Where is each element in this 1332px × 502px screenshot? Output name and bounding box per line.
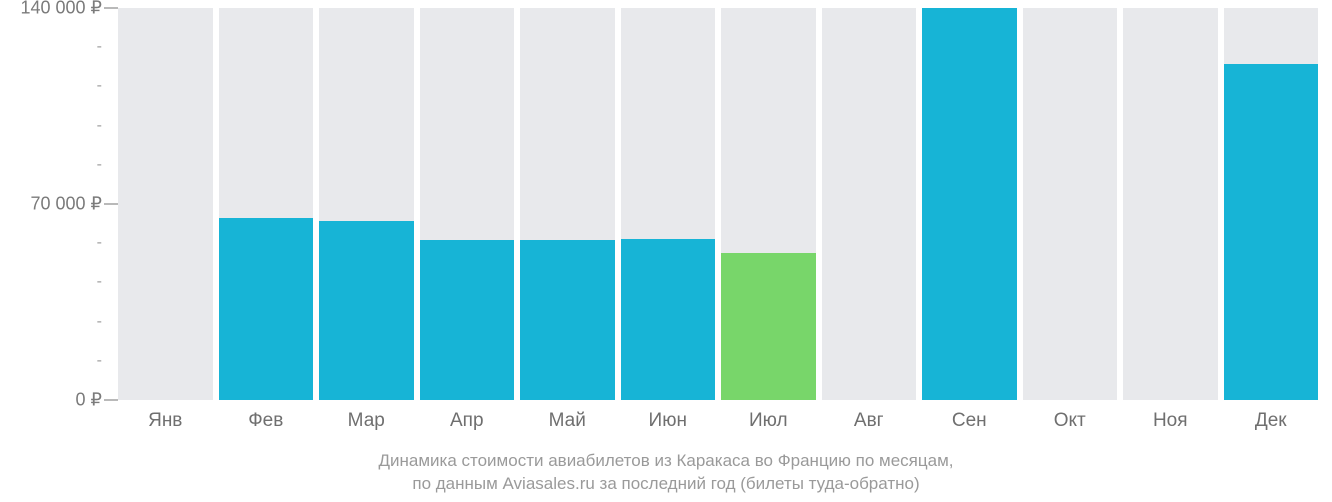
bar-slot bbox=[1123, 8, 1218, 400]
bar-slot bbox=[319, 8, 414, 400]
price-chart: 0 ₽ 70 000 ₽ 140 000 ₽ - - - - - - - - Янв ФевМар Ап… bbox=[0, 0, 1332, 502]
y-axis-label: 140 000 ₽ bbox=[20, 0, 102, 19]
bar-slot bbox=[621, 8, 716, 400]
bar-slot bbox=[118, 8, 213, 400]
x-axis-label: Дек bbox=[1224, 410, 1319, 432]
bar-slot bbox=[1023, 8, 1118, 400]
x-axis-label: Ноя bbox=[1123, 410, 1218, 432]
caption-line-1: Динамика стоимости авиабилетов из Карака… bbox=[378, 451, 953, 470]
x-axis-label: Июл bbox=[721, 410, 816, 432]
bar-slot bbox=[520, 8, 615, 400]
bar-slot bbox=[922, 8, 1017, 400]
bar bbox=[721, 253, 816, 400]
bar-slot bbox=[420, 8, 515, 400]
chart-caption: Динамика стоимости авиабилетов из Карака… bbox=[0, 450, 1332, 496]
y-axis: 0 ₽70 000 ₽140 000 ₽-------- bbox=[0, 0, 110, 400]
y-axis-label: 0 ₽ bbox=[76, 390, 102, 411]
y-axis-minor-tick: - bbox=[97, 156, 102, 174]
x-axis-label: Апр bbox=[420, 410, 515, 432]
x-axis-label: Фев bbox=[219, 410, 314, 432]
x-axis-label: Май bbox=[520, 410, 615, 432]
bar-slot bbox=[721, 8, 816, 400]
bar bbox=[621, 239, 716, 400]
bar bbox=[319, 221, 414, 400]
bar-slot bbox=[1224, 8, 1319, 400]
bar bbox=[1224, 64, 1319, 400]
y-axis-minor-tick: - bbox=[97, 38, 102, 56]
y-axis-tick bbox=[104, 7, 118, 9]
caption-line-2: по данным Aviasales.ru за последний год … bbox=[412, 474, 919, 493]
x-axis-label: Мар bbox=[319, 410, 414, 432]
x-axis: Янв ФевМар АпрМай ИюнИюл АвгСен ОктНоя Дек bbox=[118, 410, 1318, 432]
bar bbox=[219, 218, 314, 400]
y-axis-minor-tick: - bbox=[97, 234, 102, 252]
bar-slot bbox=[822, 8, 917, 400]
plot-area bbox=[118, 8, 1318, 400]
y-axis-minor-tick: - bbox=[97, 77, 102, 95]
y-axis-minor-tick: - bbox=[97, 313, 102, 331]
y-axis-tick bbox=[104, 203, 118, 205]
bar bbox=[922, 8, 1017, 400]
x-axis-label: Сен bbox=[922, 410, 1017, 432]
bar bbox=[420, 240, 515, 400]
x-axis-label: Окт bbox=[1023, 410, 1118, 432]
y-axis-minor-tick: - bbox=[97, 117, 102, 135]
y-axis-minor-tick: - bbox=[97, 273, 102, 291]
x-axis-label: Янв bbox=[118, 410, 213, 432]
y-axis-tick bbox=[104, 399, 118, 401]
bar bbox=[520, 240, 615, 400]
x-axis-label: Июн bbox=[621, 410, 716, 432]
y-axis-minor-tick: - bbox=[97, 352, 102, 370]
bar-slot bbox=[219, 8, 314, 400]
y-axis-label: 70 000 ₽ bbox=[30, 194, 102, 215]
x-axis-label: Авг bbox=[822, 410, 917, 432]
